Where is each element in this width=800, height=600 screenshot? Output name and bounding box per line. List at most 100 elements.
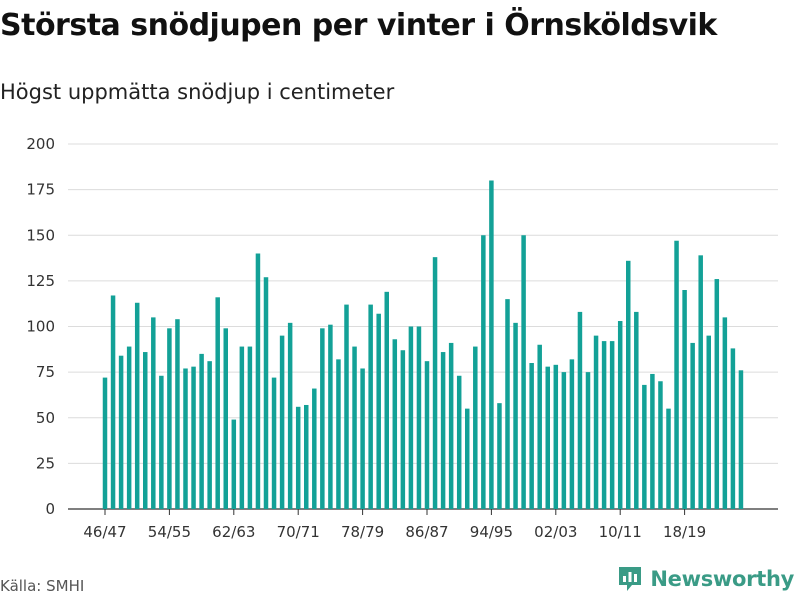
bar: [690, 342, 695, 509]
x-tick-label: 10/11: [599, 523, 642, 541]
bars: [102, 180, 744, 510]
bar: [295, 406, 301, 509]
bar: [617, 321, 623, 509]
bar: [545, 366, 550, 509]
bar: [247, 346, 253, 509]
bar: [207, 361, 212, 509]
bar: [231, 419, 237, 509]
bar: [199, 353, 204, 510]
bar: [537, 344, 542, 509]
bar: [642, 384, 647, 509]
y-tick-label: 75: [36, 363, 55, 381]
y-tick-label: 0: [45, 500, 55, 518]
bar: [304, 404, 309, 509]
y-tick-label: 25: [36, 454, 55, 472]
bar: [682, 290, 687, 509]
bar: [577, 311, 583, 509]
x-tick-label: 70/71: [277, 523, 320, 541]
bar: [465, 408, 470, 510]
bar: [561, 372, 567, 510]
bar: [529, 363, 534, 509]
bar: [110, 295, 116, 509]
bar: [601, 341, 607, 509]
bar: [674, 240, 679, 510]
y-tick-label: 175: [26, 181, 55, 199]
bar: [505, 299, 510, 510]
bar: [569, 359, 575, 509]
bar: [626, 260, 631, 509]
bar: [473, 346, 478, 509]
bar: [392, 339, 398, 509]
bar: [287, 322, 293, 509]
bar: [553, 364, 559, 509]
bar: [320, 328, 325, 509]
bar: [102, 377, 108, 509]
bar: [513, 322, 518, 509]
bar: [118, 355, 124, 509]
bar: [666, 408, 671, 510]
bar: [714, 279, 720, 509]
bar: [593, 335, 599, 510]
bar: [658, 381, 663, 509]
y-tick-label: 125: [26, 272, 55, 290]
chart-subtitle: Högst uppmätta snödjup i centimeter: [0, 80, 395, 104]
bar: [481, 235, 486, 509]
x-tick-label: 86/87: [405, 523, 448, 541]
x-tick-label: 78/79: [341, 523, 384, 541]
bar: [408, 326, 414, 509]
bar: [698, 255, 703, 509]
bar: [271, 377, 277, 509]
bar: [738, 370, 744, 509]
bar: [151, 317, 156, 510]
gridlines: [68, 143, 778, 510]
bar: [376, 313, 381, 509]
bar: [263, 277, 269, 509]
bar: [634, 311, 639, 509]
x-tick-label: 94/95: [470, 523, 513, 541]
bar: [424, 361, 430, 509]
bar: [126, 346, 132, 509]
bar: [609, 341, 615, 509]
y-tick-label: 50: [36, 409, 55, 427]
bar: [175, 319, 180, 509]
bar: [167, 328, 172, 509]
bar: [730, 348, 736, 509]
bar: [223, 328, 228, 509]
bar: [416, 326, 422, 509]
bar: [400, 350, 406, 509]
brand-logo: Newsworthy: [618, 566, 794, 592]
bar: [279, 335, 285, 510]
source-note: Källa: SMHI: [0, 577, 85, 595]
bar: [344, 304, 349, 509]
bar: [456, 375, 462, 509]
bar: [432, 257, 438, 509]
bar: [585, 372, 591, 510]
bar: [239, 346, 245, 509]
y-tick-label: 150: [26, 226, 55, 244]
x-tick-label: 02/03: [534, 523, 577, 541]
newsworthy-logo-icon: [619, 567, 642, 591]
brand-name: Newsworthy: [650, 567, 794, 591]
y-axis-ticks: 0 25 50 75 100 125 150 175 200: [26, 135, 55, 518]
bar: [215, 297, 220, 509]
bar: [191, 366, 196, 509]
bar: [368, 304, 373, 509]
bar: [183, 368, 188, 509]
x-tick-label: 18/19: [663, 523, 706, 541]
bar: [336, 359, 341, 509]
bar: [328, 324, 333, 509]
bar: [489, 180, 494, 509]
y-tick-label: 100: [26, 318, 55, 336]
bar: [159, 375, 164, 509]
x-tick-label: 54/55: [148, 523, 191, 541]
bar: [650, 373, 655, 509]
bar: [521, 235, 526, 509]
bar: [497, 403, 502, 509]
bar: [722, 317, 728, 510]
bar: [384, 291, 389, 509]
bar: [255, 253, 261, 509]
bar: [706, 335, 711, 510]
bar: [312, 388, 317, 509]
x-axis-ticks: 46/47 54/55 62/63 70/71 78/79 86/87 94/95 02/03…: [83, 509, 706, 541]
